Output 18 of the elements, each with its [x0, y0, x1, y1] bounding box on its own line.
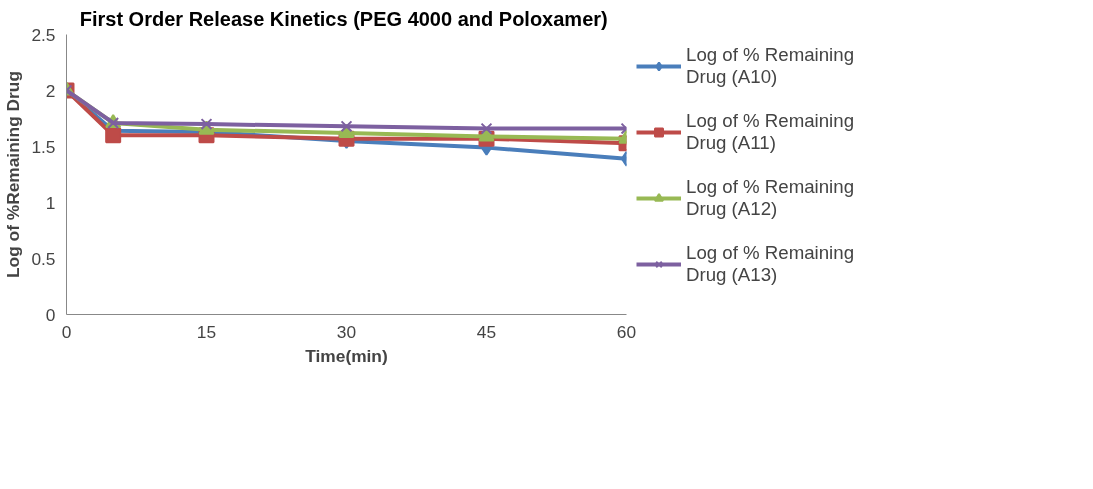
legend-label: Log of % Remaining Drug (A13)	[686, 242, 855, 286]
y-tick-label: 1	[45, 192, 56, 213]
y-tick-label: 0	[45, 304, 56, 325]
y-tick-label: 0.5	[31, 248, 56, 269]
x-tick-label: 0	[61, 321, 72, 342]
legend-label: Log of % Remaining Drug (A12)	[686, 176, 855, 220]
y-tick-label: 2	[45, 80, 56, 101]
x-axis-title: Time(min)	[305, 345, 388, 366]
x-tick-label: 30	[336, 321, 357, 342]
x-tick-label: 45	[476, 321, 497, 342]
y-tick-label: 1.5	[31, 136, 56, 157]
legend-label: Log of % Remaining Drug (A11)	[686, 110, 855, 154]
y-tick-label: 2.5	[31, 24, 56, 45]
chart-title: First Order Release Kinetics (PEG 4000 and Poloxamer)	[79, 7, 608, 30]
x-tick-label: 15	[196, 321, 217, 342]
x-tick-label: 60	[616, 321, 637, 342]
y-axis-title: Log of %Remaining Drug	[3, 71, 24, 278]
legend-label: Log of % Remaining Drug (A10)	[686, 44, 855, 88]
